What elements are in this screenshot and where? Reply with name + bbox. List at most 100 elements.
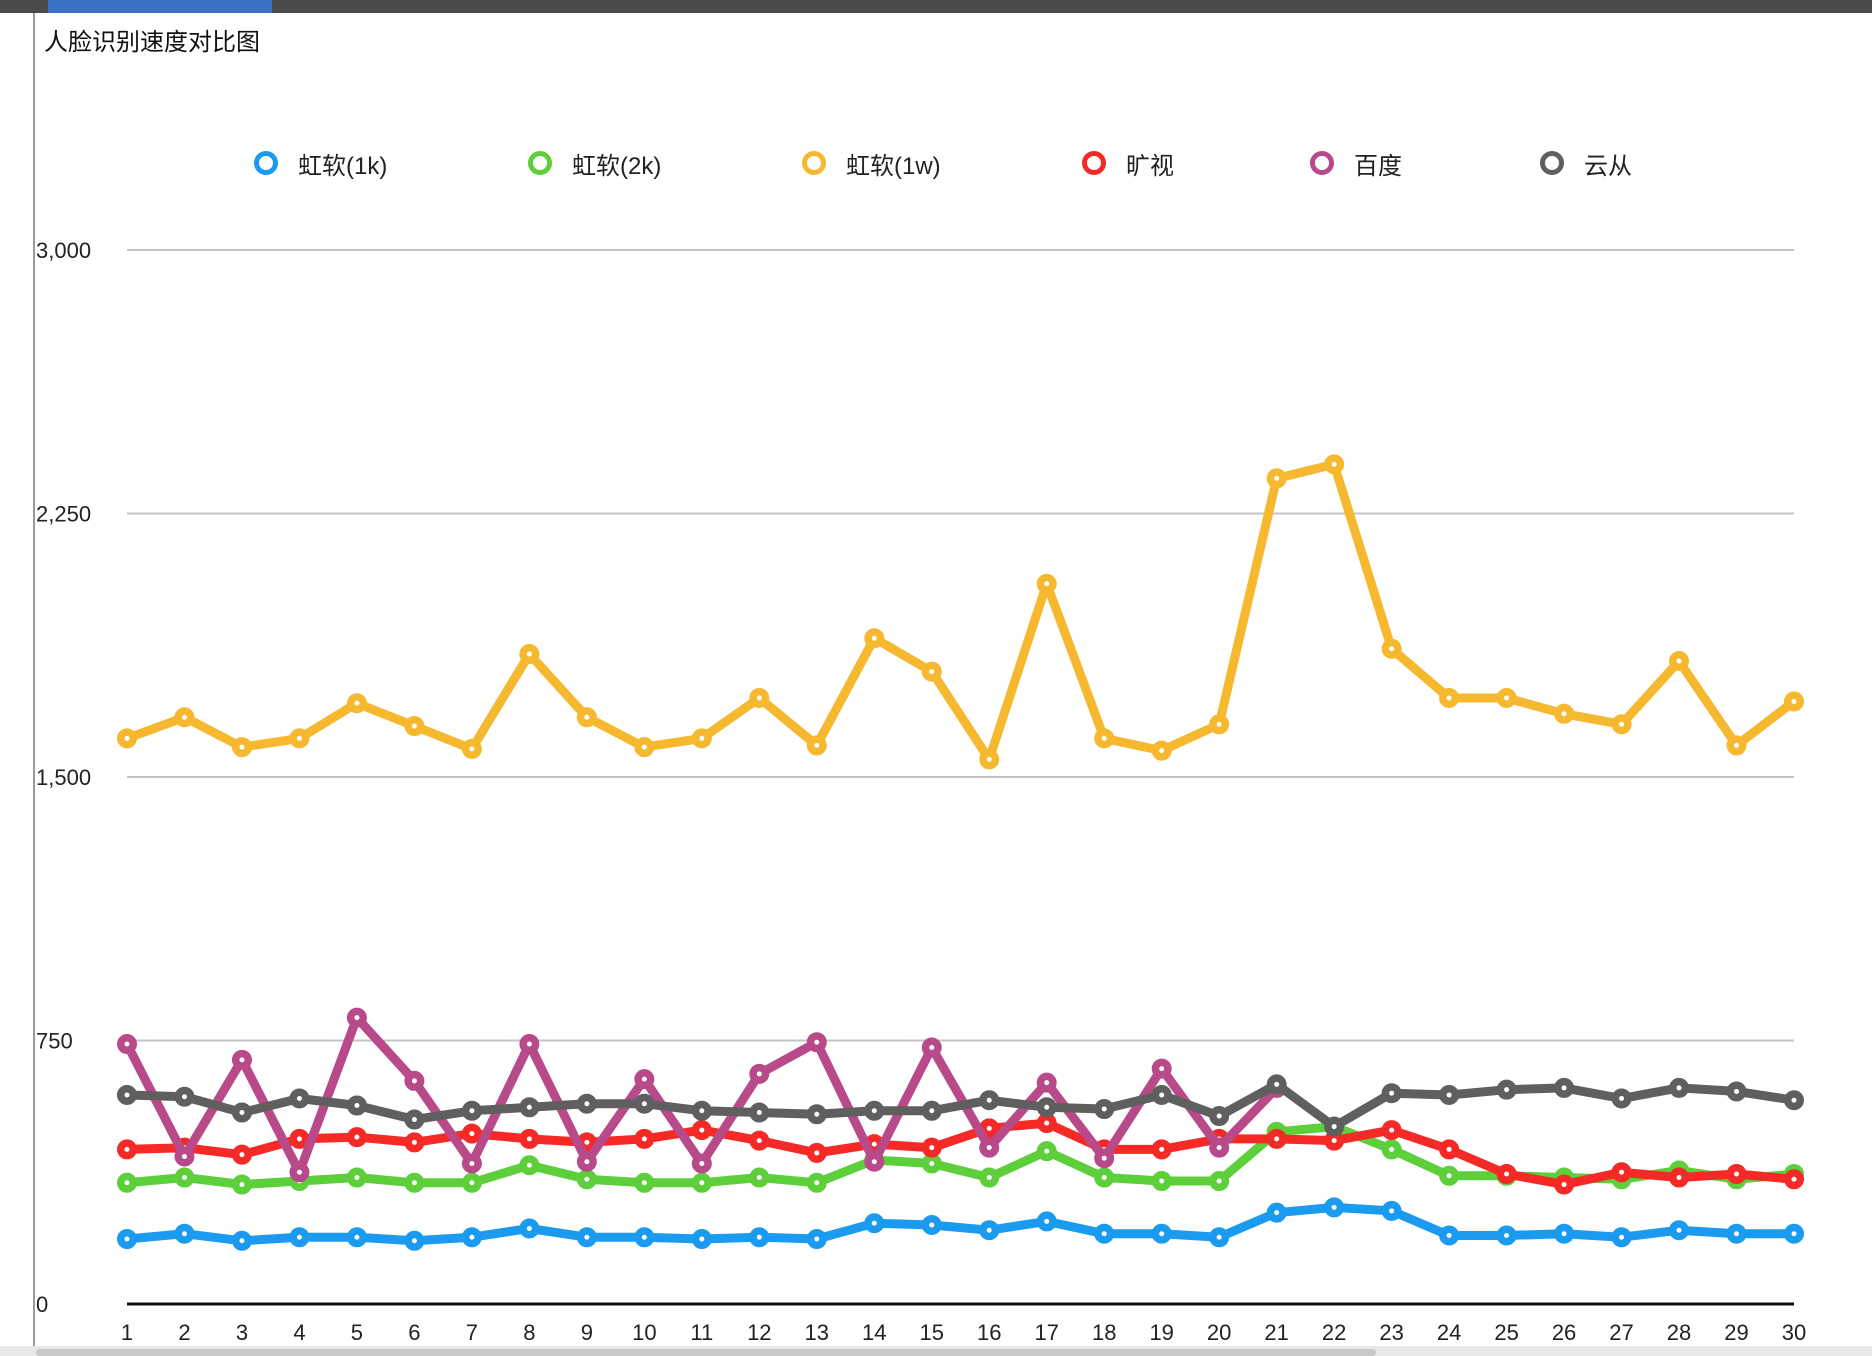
active-tab-indicator[interactable] xyxy=(48,0,272,13)
legend-item[interactable]: 云从 xyxy=(1540,145,1632,181)
data-point-center xyxy=(239,1182,245,1188)
data-point-center xyxy=(814,1039,820,1045)
data-point-center xyxy=(986,1125,992,1131)
data-point-center xyxy=(526,1136,532,1142)
data-point-center xyxy=(1734,1231,1740,1237)
x-tick-label: 14 xyxy=(862,1320,886,1345)
data-point-center xyxy=(699,1127,705,1133)
data-point-center xyxy=(1446,1092,1452,1098)
x-tick-label: 27 xyxy=(1609,1320,1633,1345)
data-point-center xyxy=(871,1141,877,1147)
data-point-center xyxy=(239,1152,245,1158)
legend-item[interactable]: 旷视 xyxy=(1082,145,1174,181)
data-point-center xyxy=(469,746,475,752)
x-tick-label: 26 xyxy=(1552,1320,1576,1345)
data-point-center xyxy=(1044,1148,1050,1154)
x-tick-label: 22 xyxy=(1322,1320,1346,1345)
data-point-center xyxy=(1159,1178,1165,1184)
data-point-center xyxy=(1044,1080,1050,1086)
data-point-center xyxy=(814,742,820,748)
data-point-center xyxy=(699,1108,705,1114)
legend-label: 百度 xyxy=(1354,152,1402,180)
legend-item[interactable]: 百度 xyxy=(1310,145,1402,181)
data-point-center xyxy=(1159,748,1165,754)
data-point-center xyxy=(526,1225,532,1231)
data-point-center xyxy=(1101,1175,1107,1181)
legend-marker-icon xyxy=(1310,151,1334,175)
legend-label: 云从 xyxy=(1584,152,1632,180)
data-point-center xyxy=(756,1234,762,1240)
data-point-center xyxy=(699,1160,705,1166)
data-point-center xyxy=(1561,1085,1567,1091)
data-point-center xyxy=(1216,1178,1222,1184)
data-point-center xyxy=(1791,1097,1797,1103)
data-point-center xyxy=(1734,1088,1740,1094)
data-point-center xyxy=(814,1180,820,1186)
x-tick-label: 13 xyxy=(805,1320,829,1345)
y-tick-label: 1,500 xyxy=(36,765,91,790)
data-point-center xyxy=(354,1175,360,1181)
data-point-center xyxy=(469,1108,475,1114)
data-point-center xyxy=(986,1097,992,1103)
x-tick-label: 1 xyxy=(121,1320,133,1345)
data-point-center xyxy=(124,1092,130,1098)
x-tick-label: 16 xyxy=(977,1320,1001,1345)
data-point-center xyxy=(1389,646,1395,652)
data-point-center xyxy=(699,735,705,741)
data-point-center xyxy=(584,1159,590,1165)
x-tick-label: 8 xyxy=(523,1320,535,1345)
y-tick-label: 0 xyxy=(36,1292,48,1317)
data-point-center xyxy=(699,1236,705,1242)
data-point-center xyxy=(469,1131,475,1137)
data-point-center xyxy=(296,735,302,741)
data-point-center xyxy=(181,1175,187,1181)
legend-item[interactable]: 虹软(2k) xyxy=(528,145,661,181)
data-point-center xyxy=(1446,1173,1452,1179)
data-point-center xyxy=(871,1108,877,1114)
chart-legend: 虹软(1k) 虹软(2k) 虹软(1w) 旷视 百度 云从 xyxy=(0,145,1872,181)
legend-marker-icon xyxy=(528,151,552,175)
data-point-center xyxy=(296,1169,302,1175)
data-point-center xyxy=(1791,1176,1797,1182)
data-point-center xyxy=(814,1150,820,1156)
data-point-center xyxy=(124,1236,130,1242)
data-point-center xyxy=(699,1180,705,1186)
x-tick-label: 5 xyxy=(351,1320,363,1345)
data-point-center xyxy=(756,1138,762,1144)
data-point-center xyxy=(1676,1085,1682,1091)
legend-item[interactable]: 虹软(1k) xyxy=(254,145,387,181)
data-point-center xyxy=(1619,721,1625,727)
data-point-center xyxy=(1216,1113,1222,1119)
chart-title: 人脸识别速度对比图 xyxy=(44,29,260,56)
data-point-center xyxy=(124,1041,130,1047)
series-group xyxy=(117,1197,1804,1251)
x-tick-label: 30 xyxy=(1782,1320,1806,1345)
data-point-center xyxy=(584,1101,590,1107)
data-point-center xyxy=(871,635,877,641)
legend-marker-icon xyxy=(802,151,826,175)
series-group xyxy=(117,454,1804,770)
left-pane-divider xyxy=(33,13,35,1356)
data-point-center xyxy=(584,1139,590,1145)
x-tick-label: 21 xyxy=(1264,1320,1288,1345)
data-point-center xyxy=(1274,1136,1280,1142)
data-point-center xyxy=(641,1101,647,1107)
x-tick-label: 19 xyxy=(1149,1320,1173,1345)
data-point-center xyxy=(469,1234,475,1240)
legend-item[interactable]: 虹软(1w) xyxy=(802,145,941,181)
data-point-center xyxy=(296,1136,302,1142)
data-point-center xyxy=(526,651,532,657)
horizontal-scrollbar-thumb[interactable] xyxy=(36,1349,1376,1356)
x-tick-label: 25 xyxy=(1494,1320,1518,1345)
data-point-center xyxy=(239,744,245,750)
data-point-center xyxy=(411,1180,417,1186)
data-point-center xyxy=(1101,1155,1107,1161)
data-point-center xyxy=(1044,1120,1050,1126)
x-tick-label: 23 xyxy=(1379,1320,1403,1345)
series-line xyxy=(122,1202,1799,1246)
data-point-center xyxy=(296,1095,302,1101)
data-point-center xyxy=(929,669,935,675)
data-point-center xyxy=(354,1134,360,1140)
data-point-center xyxy=(1044,581,1050,587)
data-point-center xyxy=(124,1146,130,1152)
